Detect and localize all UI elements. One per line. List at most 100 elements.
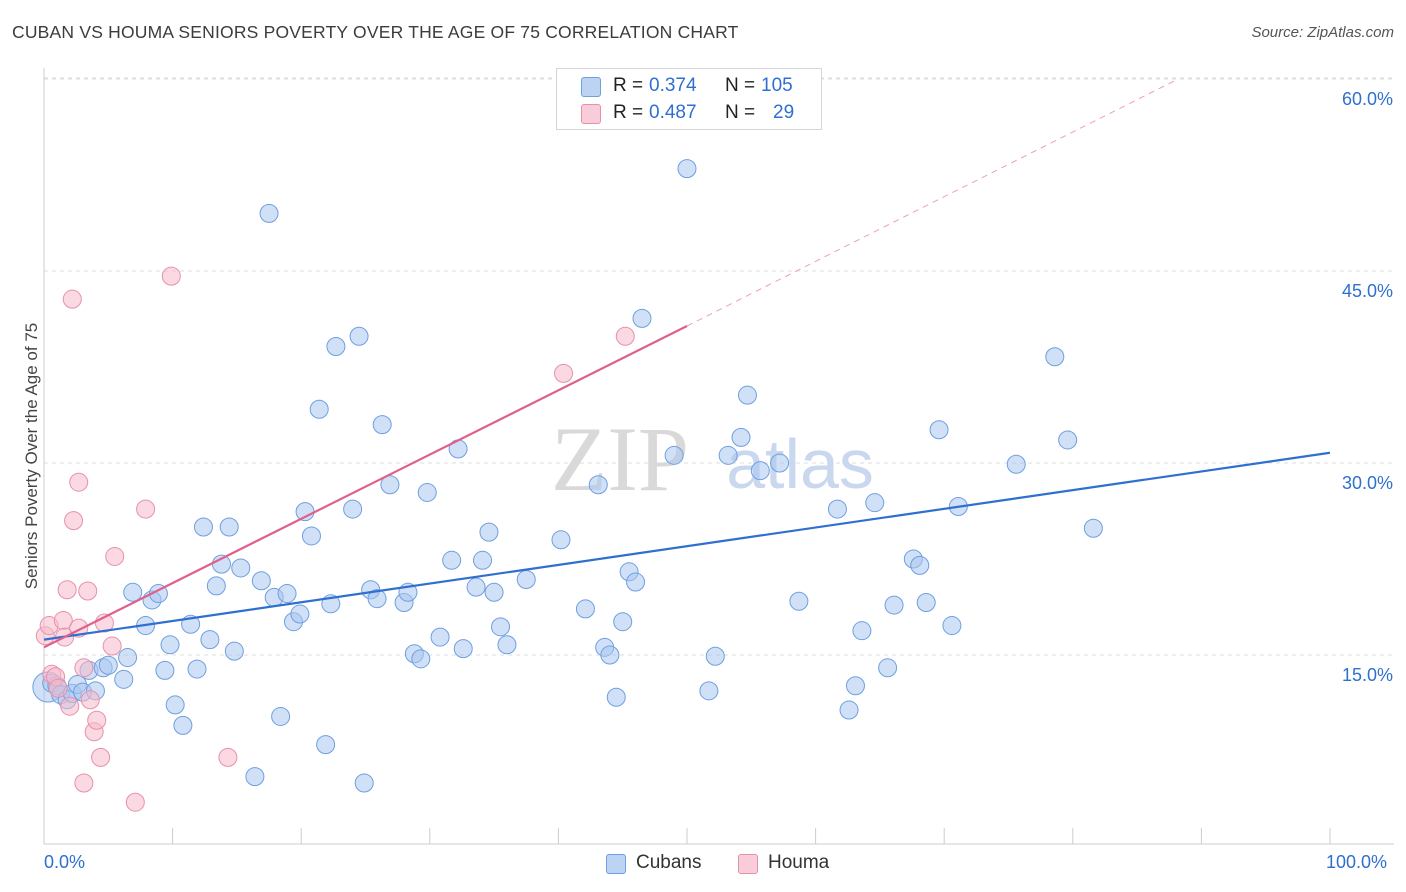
x-tick-label-min: 0.0% — [44, 852, 86, 872]
cubans-point — [301, 526, 321, 546]
cubans-point — [277, 584, 297, 604]
y-tick-label-45: 45.0% — [1342, 281, 1393, 301]
cubans-point — [1006, 454, 1026, 474]
cubans-point — [165, 695, 185, 715]
houma-point — [74, 773, 94, 793]
houma-point — [80, 690, 100, 710]
cubans-point — [206, 576, 226, 596]
houma-trend — [43, 325, 688, 649]
cubans-point — [705, 646, 725, 666]
legend-r-value: 0.374 — [649, 75, 697, 96]
cubans-point — [1058, 430, 1078, 450]
cubans-trend — [43, 451, 1331, 641]
houma-point — [125, 792, 145, 812]
cubans-point — [453, 639, 473, 659]
cubans-point — [187, 659, 207, 679]
chart-title: CUBAN VS HOUMA SENIORS POVERTY OVER THE … — [12, 22, 739, 42]
cubans-point — [118, 648, 138, 668]
bottom-legend-label-cubans: Cubans — [636, 852, 702, 873]
houma-trend-extension-line — [686, 79, 1176, 327]
y-tick-label-15: 15.0% — [1342, 665, 1393, 685]
cubans-point — [551, 530, 571, 550]
cubans-point — [473, 550, 493, 570]
houma-trend-line — [43, 325, 688, 649]
cubans-trend-line — [43, 451, 1331, 641]
bottom-legend-label-houma: Houma — [768, 852, 830, 873]
legend-n-value: 105 — [761, 75, 793, 96]
cubans-point — [770, 453, 790, 473]
houma-point — [62, 289, 82, 309]
cubans-point — [224, 641, 244, 661]
houma-point — [64, 511, 84, 531]
cubans-point — [575, 599, 595, 619]
cubans-point — [942, 616, 962, 636]
cubans-point — [588, 475, 608, 495]
legend-r-label: R = — [613, 102, 644, 123]
cubans-point — [219, 517, 239, 537]
cubans-point — [664, 445, 684, 465]
cubans-point — [98, 655, 118, 675]
houma-point — [136, 499, 156, 519]
cubans-point — [852, 621, 872, 641]
cubans-point — [430, 627, 450, 647]
cubans-point — [613, 612, 633, 632]
cubans-point — [491, 617, 511, 637]
cubans-point — [417, 482, 437, 502]
houma-point — [69, 472, 89, 492]
cubans-point — [442, 550, 462, 570]
cubans-point — [173, 715, 193, 735]
cubans-point — [372, 415, 392, 435]
legend-swatch-houma — [581, 104, 601, 124]
cubans-point — [354, 773, 374, 793]
cubans-point — [845, 676, 865, 696]
cubans-point — [600, 645, 620, 665]
y-axis-label: Seniors Poverty Over the Age of 75 — [22, 322, 41, 590]
bottom-legend-swatch-cubans — [606, 854, 626, 874]
cubans-point — [789, 591, 809, 611]
cubans-point — [632, 308, 652, 328]
houma-point — [78, 581, 98, 601]
houma-point — [91, 747, 111, 767]
cubans-point — [677, 159, 697, 179]
axes — [43, 68, 1394, 845]
cubans-point — [737, 385, 757, 405]
cubans-point — [160, 635, 180, 655]
cubans-point — [123, 582, 143, 602]
cubans-point — [916, 593, 936, 613]
cubans-point — [309, 399, 329, 419]
y-tick-label-30: 30.0% — [1342, 473, 1393, 493]
cubans-point — [155, 660, 175, 680]
source-label: Source: ZipAtlas.com — [1251, 24, 1394, 41]
legend-swatch-cubans — [581, 77, 601, 97]
houma-point — [57, 580, 77, 600]
cubans-points — [32, 159, 1103, 793]
y-tick-labels: 15.0% 30.0% 45.0% 60.0% — [1342, 89, 1393, 685]
cubans-point — [349, 326, 369, 346]
houma-point — [554, 363, 574, 383]
cubans-point — [367, 589, 387, 609]
houma-point — [87, 710, 107, 730]
cubans-point — [910, 555, 930, 575]
watermark-atlas: atlas — [726, 425, 874, 503]
cubans-point — [380, 475, 400, 495]
houma-point — [102, 636, 122, 656]
legend-n-value: 29 — [773, 102, 795, 123]
houma-point — [218, 747, 238, 767]
cubans-point — [626, 572, 646, 592]
cubans-point — [114, 669, 134, 689]
cubans-point — [290, 604, 310, 624]
cubans-point — [731, 427, 751, 447]
cubans-point — [484, 582, 504, 602]
cubans-point — [839, 700, 859, 720]
cubans-point — [316, 735, 336, 755]
houma-point — [615, 326, 635, 346]
cubans-point — [479, 522, 499, 542]
houma-point — [105, 546, 125, 566]
legend-n-label: N = — [725, 102, 756, 123]
legend-r-label: R = — [613, 75, 644, 96]
cubans-point — [271, 706, 291, 726]
cubans-point — [497, 635, 517, 655]
correlation-legend: R = 0.374 N = 105 R = 0.487 N = 29 — [556, 68, 822, 130]
cubans-point — [231, 558, 251, 578]
